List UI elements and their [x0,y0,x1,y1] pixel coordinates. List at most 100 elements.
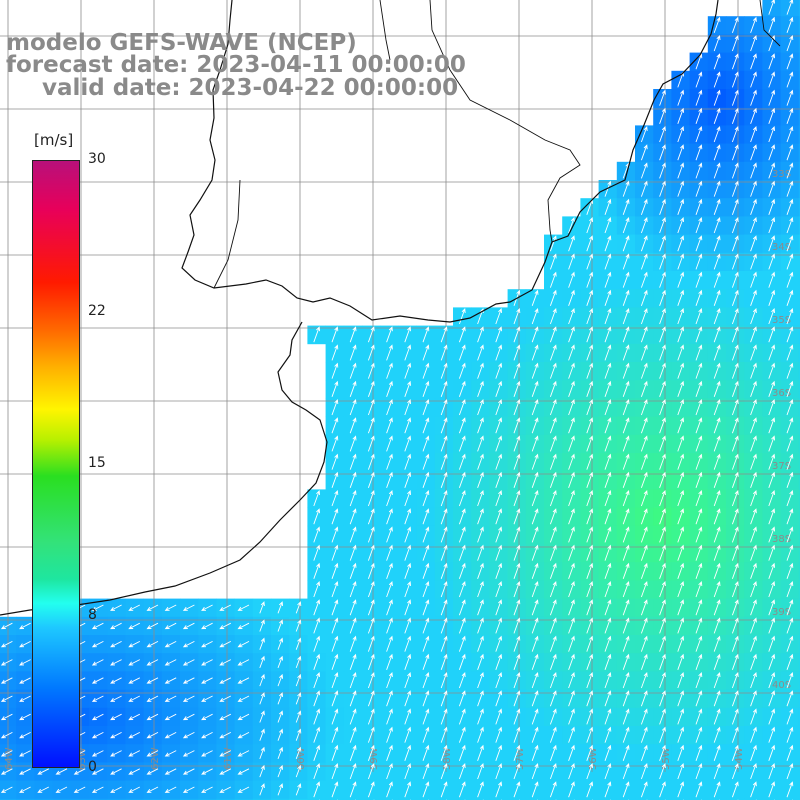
wind-arrow [786,89,794,106]
wind-arrow [677,526,685,543]
wind-arrow [404,490,412,507]
wind-arrow [659,653,666,670]
wind-arrow [768,289,776,306]
wind-arrow [440,362,448,379]
wind-arrow [750,581,757,598]
wind-arrow [604,417,612,434]
wind-arrow [531,453,539,470]
wind-arrow [513,617,521,634]
wind-arrow [349,380,357,397]
wind-arrow [477,453,484,470]
wind-arrow [695,763,703,780]
wind-arrow [128,622,141,630]
wind-arrow [695,217,703,234]
wind-arrow [568,635,575,652]
wind-arrow [659,89,666,106]
wind-arrow [731,71,739,88]
wind-arrow [604,380,612,397]
wind-arrow [477,672,484,689]
wind-arrow [237,750,250,757]
wind-arrow [549,380,557,397]
wind-arrow [604,308,612,325]
wind-arrow [568,581,575,598]
wind-arrow [477,726,484,743]
wind-arrow [477,380,484,397]
wind-arrow [768,617,776,634]
wind-arrow [659,399,666,416]
colorbar-tick-30: 30 [88,151,106,167]
wind-arrow [750,763,757,780]
wind-arrow [731,690,739,707]
wind-arrow [659,107,666,124]
wind-arrow [219,640,232,648]
wind-arrow [750,253,757,270]
wind-arrow [659,471,666,488]
wind-arrow [659,144,666,161]
wind-arrow [549,417,557,434]
latitude-label: 36S [772,388,791,399]
wind-arrow [640,198,648,215]
wind-arrow [201,713,213,721]
wind-speed-cell [798,143,800,163]
wind-arrow [277,783,284,796]
wind-arrow [331,508,339,525]
wind-arrow [713,344,721,361]
wind-arrow [110,786,122,793]
wind-arrow [349,672,357,689]
wind-speed-cell [125,798,144,800]
wind-arrow [568,399,575,416]
wind-arrow [677,326,685,343]
wind-arrow [622,235,630,252]
wind-arrow [531,744,539,761]
wind-arrow [331,490,339,507]
wind-arrow [458,308,466,325]
wind-arrow [659,180,666,197]
wind-arrow [731,617,739,634]
wind-arrow [259,783,265,796]
wind-arrow [477,526,484,543]
wind-arrow [367,599,375,616]
wind-arrow [750,344,757,361]
longitude-label: 59W [369,747,380,770]
wind-arrow [731,162,739,179]
wind-arrow [458,763,466,780]
wind-arrow [586,763,594,780]
wind-arrow [349,399,357,416]
wind-arrow [313,763,321,780]
wind-arrow [164,786,177,793]
wind-speed-cell [798,52,800,72]
wind-arrow [586,599,594,616]
wind-arrow [786,144,794,161]
wind-arrow [531,599,539,616]
wind-arrow [731,672,739,689]
wind-arrow [367,435,375,452]
wind-arrow [786,308,794,325]
wind-arrow [586,508,594,525]
wind-arrow [91,640,104,648]
wind-arrow [713,417,721,434]
wind-arrow [568,380,575,397]
wind-arrow [277,601,284,614]
wind-speed-cell [416,798,436,800]
wind-arrow [513,599,521,616]
wind-arrow [549,471,557,488]
wind-speed-cell [798,580,800,599]
wind-arrow [695,544,703,561]
wind-arrow [458,781,466,798]
wind-arrow [386,617,393,634]
wind-arrow [349,490,357,507]
wind-speed-cell [798,635,800,654]
wind-arrow [440,781,448,798]
wind-arrow [586,581,594,598]
wind-speed-cell [544,798,563,800]
wind-arrow [713,690,721,707]
wind-arrow [237,695,250,702]
wind-arrow [219,604,232,611]
wind-arrow [19,622,31,630]
wind-arrow [604,635,612,652]
wind-arrow [458,544,466,561]
wind-arrow [295,673,302,687]
wind-arrow [164,695,177,702]
wind-arrow [750,217,757,234]
wind-speed-cell [798,562,800,581]
